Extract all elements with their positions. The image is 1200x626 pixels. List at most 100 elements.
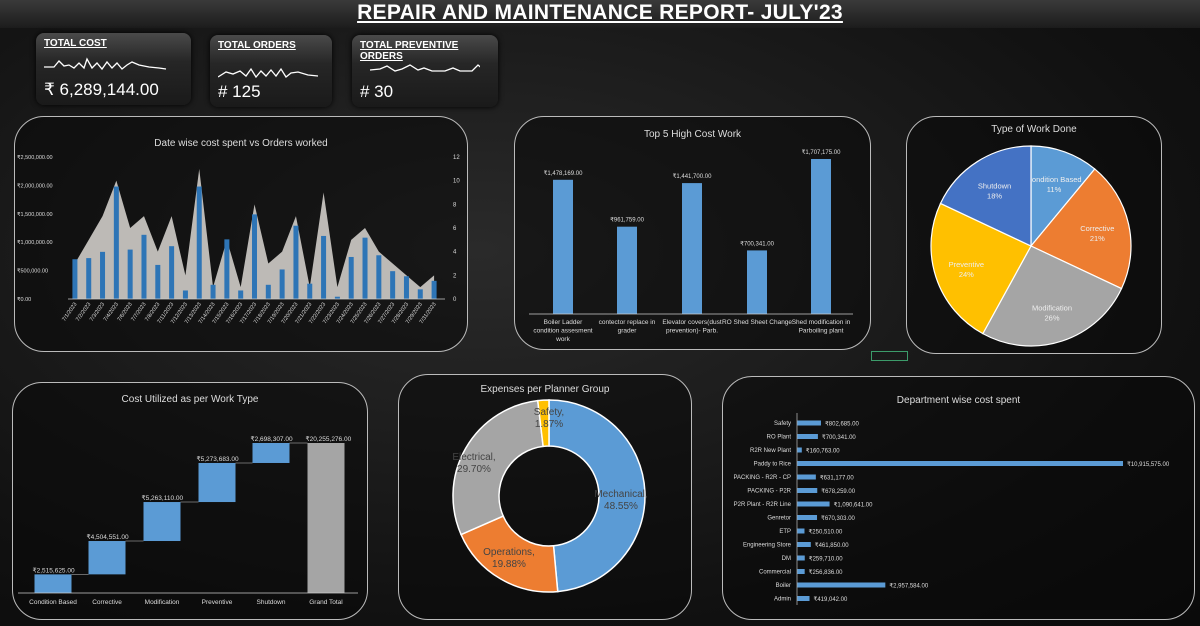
- department-bar: [797, 447, 802, 453]
- data-label: ₹259,710.00: [809, 556, 844, 563]
- y-tick-right: 0: [453, 297, 457, 303]
- cost-bar: [238, 290, 244, 299]
- x-tick: Grand Total: [309, 599, 343, 606]
- y-tick-left: ₹2,000,000.00: [17, 182, 53, 189]
- pie-label: Preventive: [949, 260, 984, 269]
- kpi-value: # 30: [360, 82, 394, 101]
- x-tick: Modification: [145, 599, 180, 606]
- y-tick: Admin: [774, 597, 791, 603]
- cost-bar: [155, 264, 161, 299]
- data-label: ₹2,957,584.00: [889, 583, 929, 590]
- y-tick: Boiler: [776, 583, 791, 589]
- cost-bar: [403, 276, 409, 299]
- cost-bar: [362, 237, 368, 299]
- sparkline: [369, 64, 480, 72]
- planner-group-donut: Expenses per Planner Group Mechanical, 48…: [398, 374, 692, 620]
- department-bar: [797, 528, 805, 534]
- pie-label: Modification: [1032, 304, 1072, 313]
- pie-slice: [1030, 145, 1096, 248]
- pie-slice: [930, 202, 1032, 335]
- department-bar: [797, 569, 805, 574]
- combo-chart-svg: ₹0.00 ₹500,000.00 ₹1,000,000.00 ₹1,500,000.…: [17, 154, 460, 325]
- data-label: ₹2,698,307.00: [251, 435, 293, 443]
- bar-chart-svg: ₹1,478,169.00 Boiler Ladder condition asse…: [529, 149, 853, 343]
- department-bar: [797, 555, 805, 561]
- data-label: ₹700,341.00: [740, 240, 775, 247]
- title-bar: REPAIR AND MAINTENANCE REPORT- JULY'23: [0, 0, 1200, 28]
- chart-title: Cost Utilized as per Work Type: [121, 394, 259, 405]
- data-label: ₹1,090,641.00: [834, 502, 874, 509]
- x-tick: Shed modification in Parboiling plant: [792, 319, 851, 335]
- data-label: ₹802,685.00: [825, 421, 860, 428]
- x-tick-line: Shed modification in: [792, 319, 851, 326]
- cost-bar: [224, 239, 230, 299]
- department-bar: [797, 501, 830, 507]
- work-type-pie-chart: Type of Work Done Condition Based 11% Corr…: [906, 116, 1162, 354]
- x-tick: Shutdown: [257, 599, 286, 606]
- page-title: REPAIR AND MAINTENANCE REPORT- JULY'23: [357, 1, 843, 24]
- kpi-total-preventive-orders: TOTAL PREVENTIVE ORDERS # 30: [352, 35, 498, 107]
- x-tick-line: Parboiling plant: [799, 328, 844, 335]
- waterfall-bar: [88, 541, 126, 575]
- data-label: ₹1,707,175.00: [802, 149, 842, 156]
- pie-percent: 21%: [1090, 234, 1105, 243]
- top5-bar: [553, 179, 573, 314]
- y-tick-left: ₹500,000.00: [17, 268, 48, 275]
- donut-label: Operations, 19.88%: [483, 547, 535, 570]
- cost-bar: [279, 269, 285, 299]
- sparkline: [218, 67, 319, 79]
- y-tick: Paddy to Rice: [754, 462, 792, 468]
- x-tick-line: work: [555, 336, 570, 343]
- y-tick-right: 8: [453, 202, 457, 208]
- top5-bar: [617, 226, 637, 314]
- y-tick: DM: [782, 556, 791, 562]
- top5-bar: [682, 183, 702, 314]
- pie-percent: 18%: [987, 192, 1002, 201]
- y-tick-right: 2: [453, 273, 457, 279]
- pie-percent: 11%: [1047, 185, 1062, 194]
- cost-bar: [376, 255, 382, 299]
- top5-bar: [811, 159, 831, 314]
- department-bar: [797, 542, 811, 547]
- donut-label: Electrical, 29.70%: [452, 452, 495, 475]
- donut-slice: [452, 399, 544, 536]
- x-tick: Corrective: [92, 599, 122, 606]
- donut-chart-svg: Mechanical, 48.55% Operations, 19.88% Electr…: [452, 399, 648, 593]
- donut-label-percent: 48.55%: [604, 501, 638, 512]
- data-label: ₹1,478,169.00: [544, 170, 584, 177]
- y-tick-right: 10: [453, 179, 460, 185]
- y-tick-left: ₹0.00: [17, 296, 31, 303]
- department-bar: [797, 420, 821, 426]
- y-tick: Engineering Store: [743, 543, 792, 549]
- data-label: ₹419,042.00: [814, 596, 849, 603]
- pie-label: Shutdown: [978, 182, 1011, 191]
- donut-label-name: Electrical,: [452, 452, 495, 463]
- donut-slice: [536, 399, 550, 448]
- data-label: ₹700,341.00: [822, 434, 857, 441]
- y-tick: P2R Plant - R2R Line: [734, 502, 792, 508]
- cost-bar: [293, 225, 299, 299]
- hbar-chart-svg: Safety ₹802,685.00 RO Plant ₹700,341.00 R2R …: [733, 413, 1170, 605]
- cost-bar: [417, 289, 423, 299]
- selected-cell[interactable]: [871, 351, 908, 361]
- pie-slice: [1030, 168, 1132, 290]
- y-tick: R2R New Plant: [750, 448, 791, 454]
- kpi-label: TOTAL PREVENTIVE ORDERS: [360, 40, 459, 62]
- chart-title: Expenses per Planner Group: [480, 384, 610, 395]
- data-label: ₹631,177.00: [820, 475, 855, 482]
- donut-label: Safety, 1.87%: [534, 407, 564, 430]
- cost-bar: [100, 251, 106, 299]
- data-label: ₹256,836.00: [809, 569, 844, 576]
- data-label: ₹4,504,551.00: [87, 533, 129, 541]
- department-bar: [797, 461, 1123, 466]
- cost-bar: [348, 256, 354, 299]
- cost-bar: [86, 258, 92, 299]
- waterfall-chart-svg: ₹2,515,625.00 Condition Based ₹4,504,551.0…: [18, 435, 358, 606]
- chart-title: Department wise cost spent: [896, 395, 1021, 406]
- pie-slice: [939, 145, 1032, 247]
- y-tick-left: ₹1,000,000.00: [17, 239, 53, 246]
- data-label: ₹250,510.00: [808, 529, 843, 536]
- waterfall-bar: [198, 462, 236, 503]
- x-tick-line: condition assesment: [533, 328, 592, 335]
- cost-bar: [307, 283, 313, 299]
